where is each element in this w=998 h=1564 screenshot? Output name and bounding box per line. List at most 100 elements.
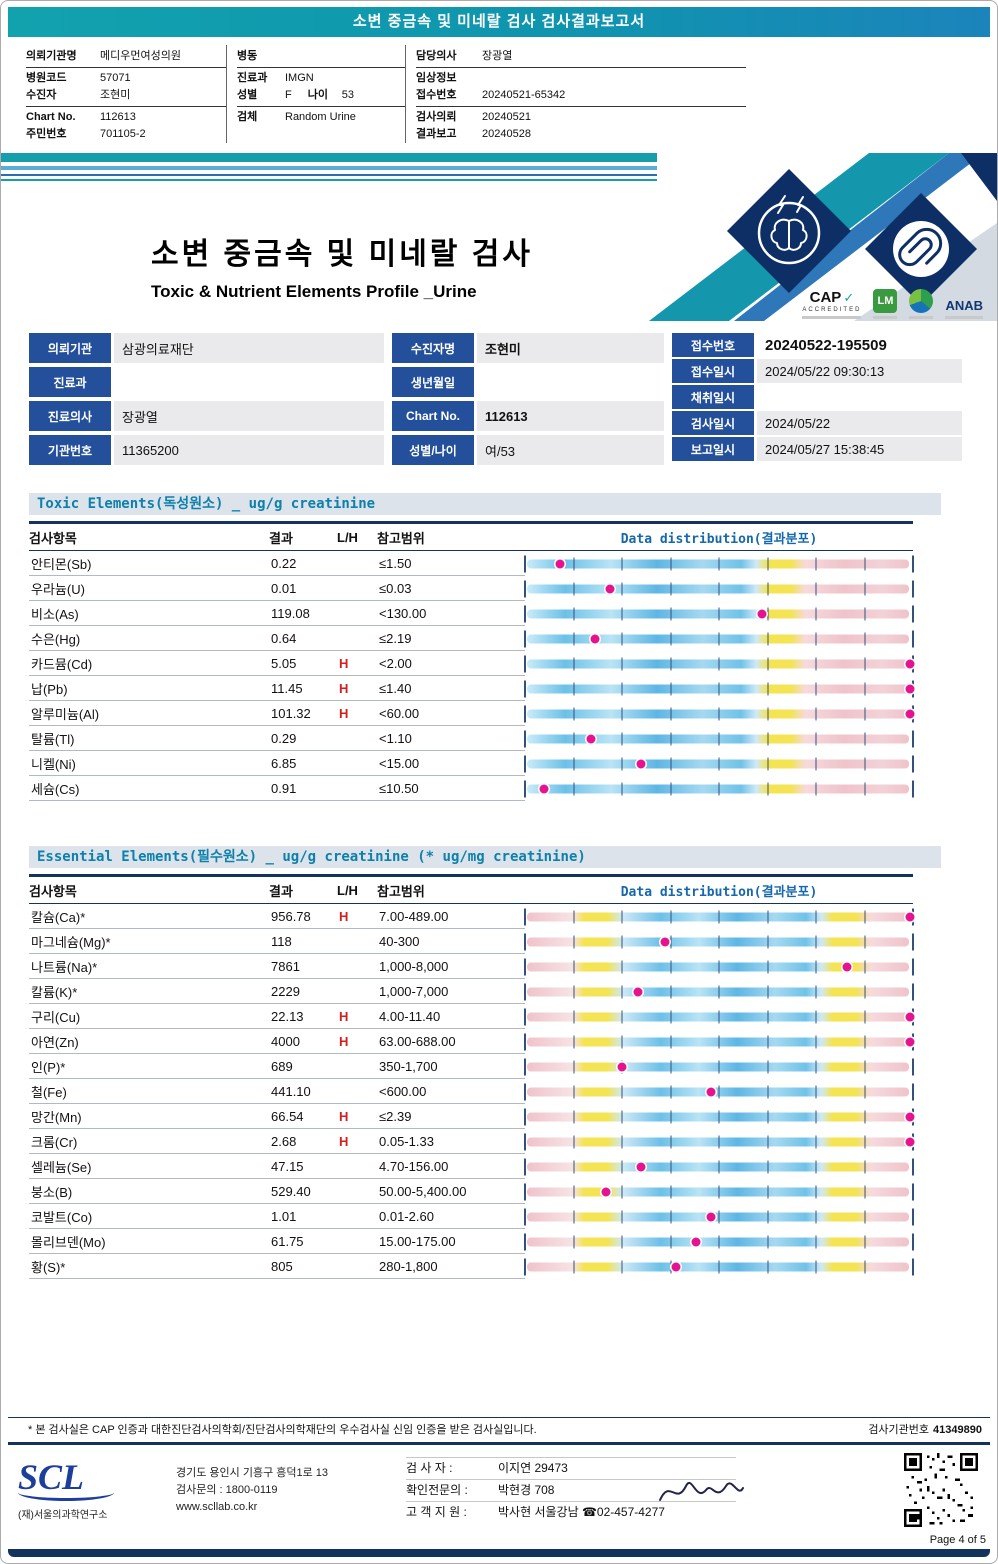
tick-mark — [621, 1185, 623, 1198]
lab-row: 마그네슘(Mg)* 118 40-300 — [29, 929, 914, 954]
lab-row: 철(Fe) 441.10 <600.00 — [29, 1079, 914, 1104]
element-name: 칼륨(K)* — [29, 979, 269, 1004]
result-value: 22.13 — [269, 1004, 337, 1029]
tick-mark — [864, 960, 865, 973]
tick-mark — [912, 958, 914, 975]
tick-mark — [573, 1110, 574, 1123]
high-low-flag: H — [337, 1029, 377, 1054]
tick-mark — [718, 1085, 720, 1098]
order-info-col2: 수진자명 조현미 생년월일 Chart No. 112613 성별/나이 여/53 — [392, 333, 664, 469]
accreditation-logos: CAP ✓ ACCREDITED LM ANAB — [802, 289, 983, 319]
tick-mark — [767, 1110, 768, 1123]
logo-caption-line — [873, 316, 898, 319]
tick-mark — [864, 682, 865, 695]
lab-org-number-label: 검사기관번호 — [868, 1424, 930, 1436]
tick-mark — [718, 1260, 720, 1273]
element-name: 구리(Cu) — [29, 1004, 269, 1029]
tick-mark — [767, 1210, 768, 1223]
field-label: 임상정보 — [416, 72, 457, 84]
tick-mark — [670, 607, 671, 620]
field-value: 53 — [341, 89, 354, 101]
info-row: 진료의사 장광열 — [29, 401, 384, 431]
accreditation-note: * 본 검사실은 CAP 인증과 대한진단검사의학회/진단검사의학재단의 우수검… — [28, 1424, 537, 1436]
tick-mark — [670, 1010, 671, 1023]
anab-logo-text: ANAB — [945, 298, 983, 313]
distribution-track — [527, 684, 909, 693]
reference-range: <60.00 — [377, 701, 525, 726]
lab-row: 알루미늄(Al) 101.32 H <60.00 — [29, 701, 915, 726]
result-marker — [555, 559, 565, 568]
result-marker — [660, 937, 670, 946]
logo-caption-line — [945, 316, 983, 319]
info-row: 접수번호 20240522-195509 — [672, 333, 962, 357]
element-name: 알루미늄(Al) — [29, 701, 269, 726]
tick-mark — [912, 1183, 914, 1200]
tick-mark — [573, 707, 574, 720]
tick-mark — [573, 557, 574, 570]
tick-mark — [864, 1185, 865, 1198]
reference-range: 63.00-688.00 — [377, 1029, 525, 1054]
result-marker — [905, 709, 915, 718]
field-value: 조현미 — [100, 89, 131, 101]
high-low-flag — [337, 626, 377, 651]
tick-mark — [718, 1210, 720, 1223]
info-row: 생년월일 — [392, 367, 664, 397]
reference-range: ≤0.03 — [377, 576, 525, 601]
decorative-stripes — [1, 166, 997, 170]
distribution-track — [527, 962, 909, 971]
info-value: 2024/05/22 — [757, 411, 962, 435]
distribution-track — [527, 912, 909, 921]
distribution-track — [527, 734, 909, 743]
tick-mark — [912, 933, 914, 950]
field-label: 결과보고 — [416, 128, 457, 140]
staff-row: 검 사 자 : 이지연 29473 — [406, 1458, 736, 1480]
tick-mark — [767, 707, 768, 720]
info-value: 장광열 — [114, 401, 384, 431]
result-marker — [617, 1062, 627, 1071]
reference-range: ≤1.50 — [377, 551, 525, 576]
info-label: 보고일시 — [672, 437, 754, 461]
info-label: 접수일시 — [672, 359, 754, 383]
paperclip-icon — [893, 221, 949, 277]
tick-mark — [670, 1210, 671, 1223]
result-marker — [590, 634, 600, 643]
table-header-row: 검사항목 결과 L/H 참고범위 Data distribution(결과분포) — [29, 874, 913, 904]
tick-mark — [815, 632, 817, 645]
high-low-flag — [337, 1179, 377, 1204]
field-value: 장광열 — [482, 50, 513, 62]
header-field-row: 병원코드 57071 — [26, 70, 226, 87]
high-low-flag — [337, 726, 377, 751]
tick-mark — [767, 632, 768, 645]
reference-range: 1,000-8,000 — [377, 954, 525, 979]
tick-mark — [815, 782, 817, 795]
tick-mark — [524, 1108, 526, 1125]
field-label: 수진자 — [26, 89, 57, 101]
tick-mark — [864, 1060, 865, 1073]
distribution-cell — [524, 776, 914, 801]
tick-mark — [767, 1035, 768, 1048]
tick-mark — [815, 557, 817, 570]
tick-mark — [524, 1033, 526, 1050]
tick-mark — [670, 985, 671, 998]
high-low-flag: H — [337, 1104, 377, 1129]
bottom-bar — [8, 1549, 990, 1557]
col-header-flag: L/H — [337, 882, 358, 898]
result-value: 119.08 — [269, 601, 337, 626]
tick-mark — [670, 1035, 671, 1048]
essential-rows: 칼슘(Ca)* 956.78 H 7.00-489.00 마그네슘(Mg)* 118 40-… — [29, 904, 915, 1279]
staff-row: 확인전문의 : 박현경 708 — [406, 1480, 736, 1502]
tick-mark — [912, 630, 914, 647]
tick-mark — [718, 682, 720, 695]
tick-mark — [621, 582, 623, 595]
tick-mark — [670, 1235, 671, 1248]
header-field-row: 임상정보 — [416, 70, 746, 87]
reference-range: 0.01-2.60 — [377, 1204, 525, 1229]
reference-range: 0.05-1.33 — [377, 1129, 525, 1154]
distribution-cell — [524, 1004, 915, 1029]
info-value: 삼광의료재단 — [114, 333, 384, 363]
staff-value: 박사현 서울강남 ☎02-457-4277 — [498, 1505, 665, 1519]
tick-mark — [815, 607, 817, 620]
high-low-flag: H — [337, 904, 377, 929]
info-value — [477, 367, 664, 397]
